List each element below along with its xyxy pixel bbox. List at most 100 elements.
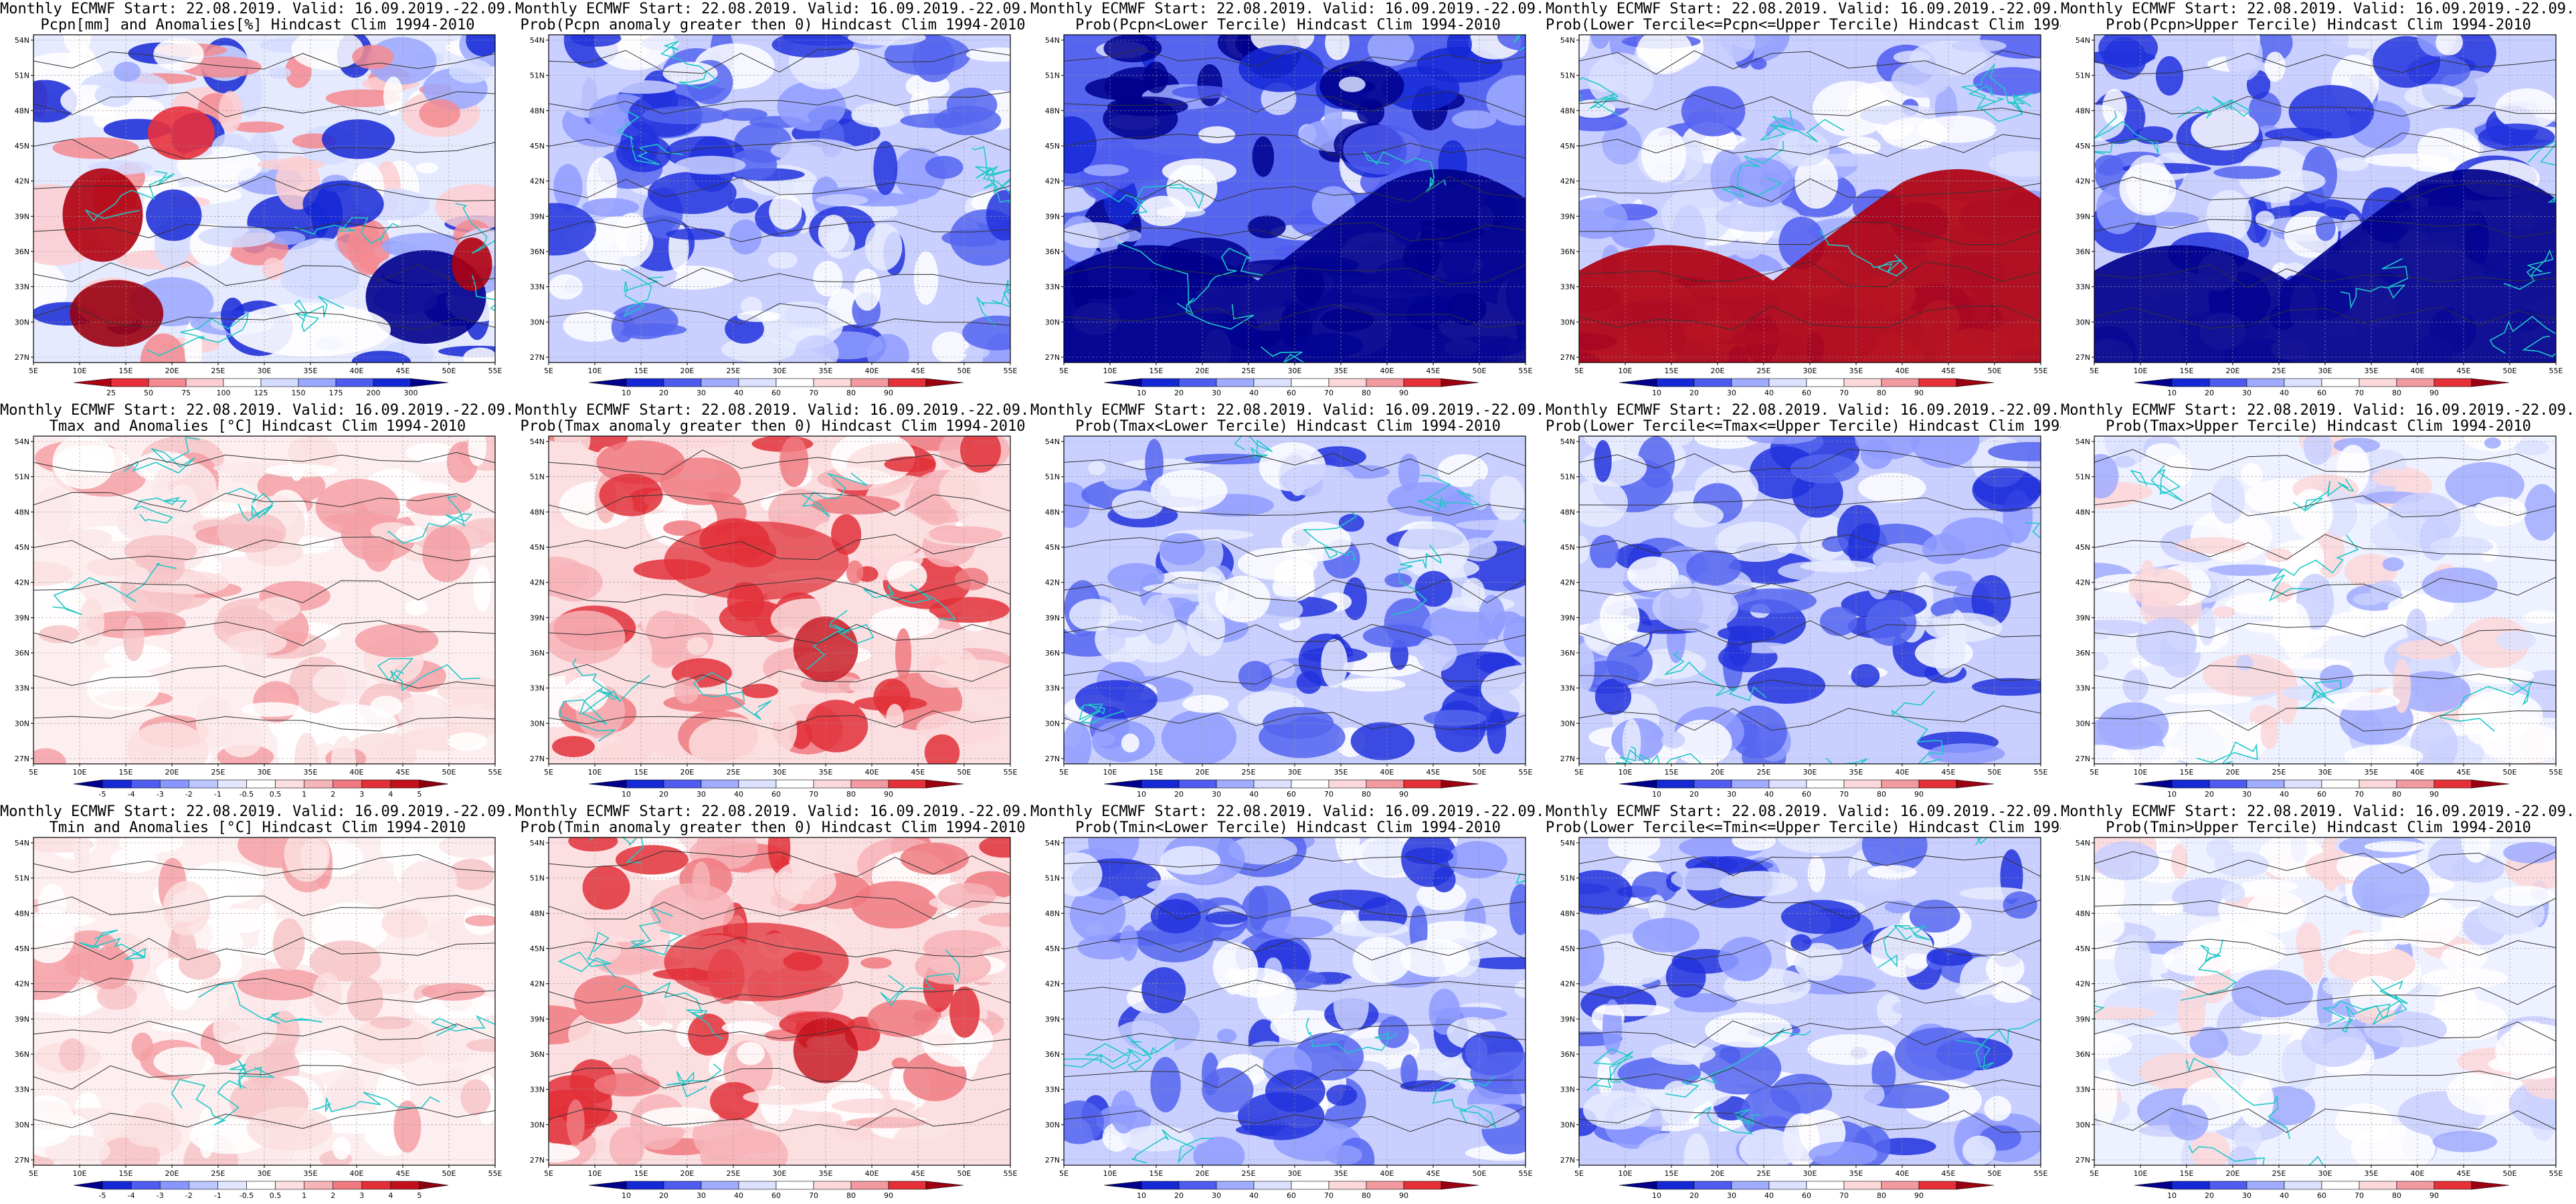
colorbar-segment [159, 779, 189, 789]
field-blob [1622, 718, 1641, 764]
colorbar-label: 3 [359, 1191, 364, 1200]
colorbar-label: 4 [388, 1191, 393, 1200]
field-layer [549, 837, 1010, 1165]
panel-title-line2: Pcpn[mm] and Anomalies[%] Hindcast Clim … [40, 17, 475, 33]
lon-tick-label: 45E [2457, 768, 2471, 777]
colorbar-segment [738, 378, 777, 387]
map-panel-tmin-prob-lower: 5E 10E 15E 20E 25E 30E 35E 40E 45E 50E 55E 54N 51N 48… [1030, 803, 1546, 1204]
field-blob [232, 121, 284, 133]
lat-tick-label: 54N [2076, 36, 2090, 45]
lon-tick-label: 55E [488, 1169, 502, 1178]
field-blob [900, 113, 973, 128]
field-blob [1984, 1096, 2012, 1122]
coastline-path [455, 203, 495, 254]
contour-isoline [549, 449, 1010, 475]
lat-tick-label: 39N [1560, 613, 1575, 622]
colorbar-segment [2321, 1181, 2360, 1190]
lon-tick-label: 50E [442, 768, 456, 777]
colorbar-label: 80 [1877, 790, 1886, 799]
field-blob [87, 946, 132, 990]
field-blob [1641, 127, 1687, 183]
colorbar-label: 20 [1174, 389, 1184, 397]
lat-tick-label: 33N [530, 684, 545, 693]
field-blob [960, 436, 1002, 473]
lat-tick-label: 33N [15, 684, 29, 693]
coastline-path [630, 906, 683, 956]
field-blob [573, 975, 643, 1024]
contour-isoline [1064, 90, 1526, 118]
coastline-path [1956, 1018, 2041, 1072]
field-blob [719, 600, 790, 637]
field-blob [1972, 468, 2041, 512]
colorbar: 10 20 30 40 60 70 80 90 [1103, 779, 1479, 799]
colorbar-segment [2321, 779, 2360, 789]
field-blob [419, 99, 460, 128]
field-blob [1861, 837, 1928, 874]
colorbar-segment [1328, 1181, 1367, 1190]
lon-tick-label: 30E [2318, 367, 2332, 375]
field-blob [737, 310, 781, 322]
lat-tick-label: 30N [15, 719, 29, 728]
contour-isoline [33, 937, 495, 961]
colorbar-label: 25 [106, 389, 116, 397]
lat-tick-label: 33N [15, 283, 29, 292]
colorbar-segment [1843, 1181, 1882, 1190]
map-canvas: 5E 10E 15E 20E 25E 30E 35E 40E 45E 50E 55E 54N 51N 48… [15, 837, 502, 1200]
colorbar-label: 10 [2167, 1191, 2177, 1200]
lon-tick-label: 30E [2318, 768, 2332, 777]
colorbar-label: 80 [2392, 790, 2401, 799]
colorbar-segment [335, 378, 374, 387]
field-blob [692, 861, 711, 902]
field-blob [436, 678, 495, 704]
colorbar-label: 175 [329, 389, 343, 397]
field-blob [2461, 837, 2490, 864]
field-blob [1416, 920, 1497, 943]
colorbar-label: 80 [846, 1191, 856, 1200]
colorbar-segment [2396, 1181, 2435, 1190]
lon-tick-label: 40E [2411, 1169, 2425, 1178]
contour-isoline [2094, 1021, 2556, 1042]
field-blob [1803, 737, 1849, 758]
colorbar-label: 30 [2242, 1191, 2251, 1200]
lon-tick-label: 40E [865, 768, 879, 777]
map-panel-pcpn-anomalies: 5E 10E 15E 20E 25E 30E 35E 40E 45E 50E 55E 54N 51N 48… [0, 0, 515, 401]
field-blob [1770, 1074, 1833, 1114]
field-blob [1739, 642, 1792, 654]
lon-tick-label: 30E [258, 1169, 272, 1178]
lon-tick-label: 10E [2134, 1169, 2148, 1178]
field-blob [929, 597, 1010, 623]
coastline-path [559, 675, 650, 742]
field-blob [314, 1110, 389, 1134]
field-blob [1894, 1027, 1985, 1081]
lat-tick-label: 30N [530, 318, 545, 326]
field-blob [2225, 35, 2263, 81]
precip-anomaly-cell [62, 168, 143, 262]
map-canvas: 5E 10E 15E 20E 25E 30E 35E 40E 45E 50E 55E 54N 51N 48… [1045, 34, 1533, 397]
field-blob [2429, 999, 2508, 1041]
lon-tick-label: 45E [1427, 768, 1441, 777]
field-blob [886, 704, 904, 732]
lon-tick-label: 55E [1519, 768, 1533, 777]
lon-tick-label: 45E [1942, 768, 1956, 777]
lon-tick-label: 40E [1896, 768, 1910, 777]
field-blob [566, 1099, 585, 1146]
coastline-path [1432, 1075, 1497, 1129]
contour-isoline [549, 936, 1010, 958]
contour-isoline [1064, 577, 1526, 603]
field-blob [291, 35, 364, 70]
lon-tick-label: 20E [2226, 768, 2240, 777]
field-blob [851, 881, 939, 929]
lat-tick-label: 39N [530, 212, 545, 221]
field-blob [2221, 882, 2245, 903]
coastline-path [1665, 1027, 1811, 1098]
field-blob [2206, 189, 2252, 243]
map-panel-tmin-anomalies: 5E 10E 15E 20E 25E 30E 35E 40E 45E 50E 55E 54N 51N 48… [0, 803, 515, 1204]
lat-tick-label: 33N [1045, 684, 1060, 693]
lon-tick-label: 55E [488, 367, 502, 375]
field-blob [1064, 852, 1103, 897]
colorbar-label: 60 [771, 790, 781, 799]
field-blob [2214, 851, 2270, 878]
lat-tick-label: 54N [15, 437, 29, 446]
field-blob [2496, 631, 2537, 651]
coastline-path [2185, 1058, 2290, 1140]
